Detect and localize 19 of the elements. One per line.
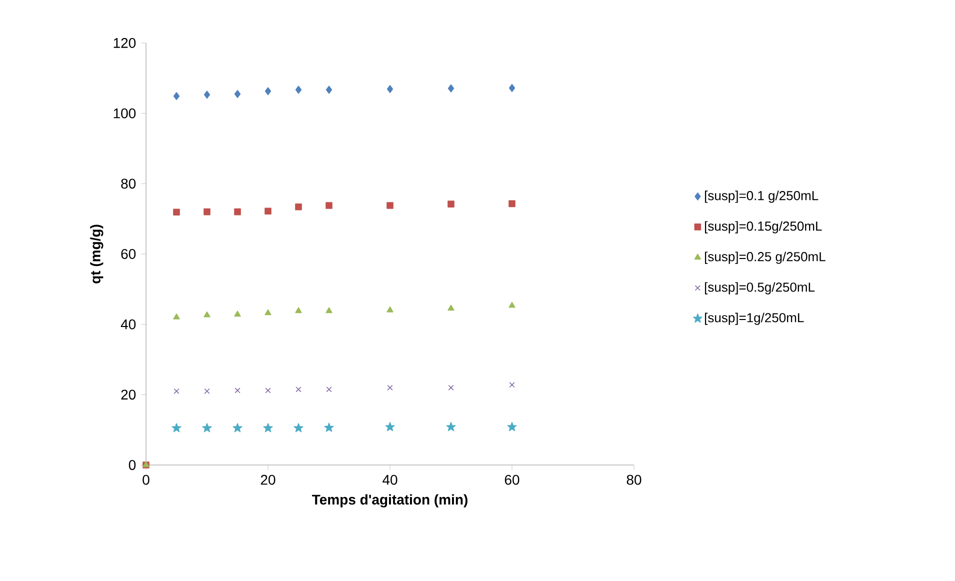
y-tick-label: 0 [128,460,136,470]
legend-label: [susp]=0.1 g/250mL [704,190,818,203]
legend-label: [susp]=0.5g/250mL [704,282,815,294]
x-tick-label: 40 [382,474,398,485]
legend-label: [susp]=1g/250mL [704,312,804,325]
legend-label: [susp]=0.15g/250mL [704,221,822,234]
x-tick-label: 0 [142,474,150,485]
x-tick-label: 80 [626,474,642,485]
x-tick-label: 60 [504,474,520,485]
y-tick-label: 120 [114,38,136,48]
y-axis-title: qt (mg/g) [90,224,104,284]
y-tick-label: 60 [121,249,136,259]
legend-label: [susp]=0.25 g/250mL [704,252,826,264]
y-tick-label: 40 [120,319,136,330]
x-tick-label: 20 [260,474,276,485]
y-tick-label: 80 [121,178,136,189]
y-tick-label: 20 [121,390,136,400]
x-axis-title: Temps d'agitation (min) [312,494,468,508]
y-tick-label: 100 [114,108,136,118]
